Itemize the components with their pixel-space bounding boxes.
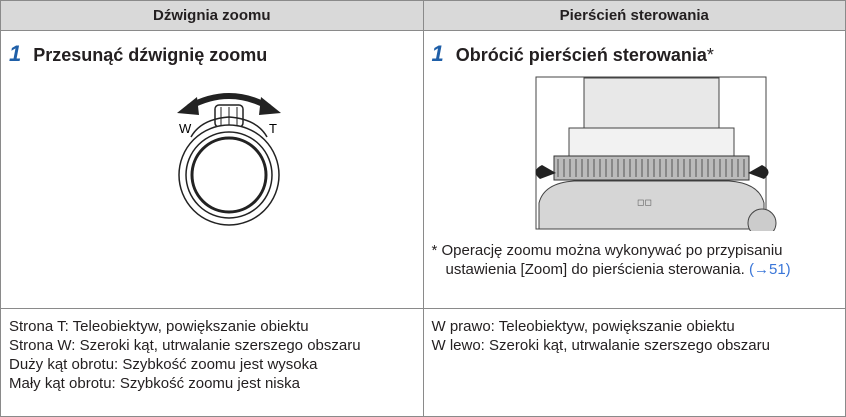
descriptions: Strona T: Teleobiektyw, powiększanie obi… <box>1 309 423 393</box>
lens-barrel <box>583 77 719 129</box>
button <box>190 136 268 214</box>
description-label: Strona W: <box>9 337 76 354</box>
control-ring <box>553 155 749 181</box>
lens-base <box>568 127 734 157</box>
asterisk: * <box>706 45 714 65</box>
icon: ◻◻ <box>637 197 652 207</box>
description-text: Teleobiektyw, powiększanie obiektu <box>498 318 735 335</box>
rotate-arrow <box>747 165 769 179</box>
arrow-head <box>259 97 281 115</box>
description-label: W lewo: <box>431 337 485 354</box>
arrow-head <box>177 97 199 115</box>
step-text: Obrócić pierścień sterowania <box>455 45 707 65</box>
asterisk: * <box>431 242 438 259</box>
description-text: Szybkość zoomu jest wysoka <box>122 356 318 373</box>
lever-label: T <box>269 121 277 136</box>
cell: W prawo: Teleobiektyw, powiększanie obie… <box>422 308 846 417</box>
lever-label: W <box>179 121 192 136</box>
page-link[interactable]: (→51) <box>749 261 791 278</box>
dial <box>747 208 776 231</box>
descriptions: W prawo: Teleobiektyw, powiększanie obie… <box>424 309 846 355</box>
description-label: Duży kąt obrotu: <box>9 356 119 373</box>
step: 1 Obrócić pierścień sterowania * <box>432 41 846 67</box>
step-number: 1 <box>431 41 444 66</box>
description-text: Szeroki kąt, utrwalanie szerszego obszar… <box>79 337 361 354</box>
description-label: Strona T: <box>9 318 69 335</box>
lever-illustration: W T <box>177 93 281 226</box>
step-number: 1 <box>9 41 22 66</box>
step-text: Przesunąć dźwignię zoomu <box>33 45 268 65</box>
description-label: Mały kąt obrotu: <box>9 375 116 392</box>
description-item: Strona T: Teleobiektyw, powiększanie obi… <box>9 317 423 336</box>
ring-illustration: ◻◻ <box>534 76 776 231</box>
camera-body <box>538 180 764 230</box>
description-item: W lewo: Szeroki kąt, utrwalanie szerszeg… <box>432 336 846 355</box>
header: Pierścień sterowania <box>422 0 846 31</box>
rotate-arrow <box>534 165 556 179</box>
description-label: W prawo: <box>431 318 495 335</box>
cell: 1 Obrócić pierścień sterowania * ◻◻ * Ope… <box>422 30 846 309</box>
step: 1 Przesunąć dźwignię zoomu <box>9 41 423 67</box>
note-text: Operację zoomu można wykonywać po przypi… <box>441 242 783 278</box>
cell: Strona T: Teleobiektyw, powiększanie obi… <box>0 308 424 417</box>
description-item: W prawo: Teleobiektyw, powiększanie obie… <box>432 317 846 336</box>
description-item: Strona W: Szeroki kąt, utrwalanie szersz… <box>9 336 423 355</box>
description-text: Szeroki kąt, utrwalanie szerszego obszar… <box>489 337 770 354</box>
cell: 1 Przesunąć dźwignię zoomu W T <box>0 30 424 309</box>
footnote: * Operację zoomu można wykonywać po przy… <box>432 241 836 279</box>
description-text: Szybkość zoomu jest niska <box>119 375 300 392</box>
ring-ridges <box>557 159 744 177</box>
header: Dźwignia zoomu <box>0 0 424 31</box>
description-text: Teleobiektyw, powiększanie obiektu <box>72 318 309 335</box>
description-item: Duży kąt obrotu: Szybkość zoomu jest wys… <box>9 355 423 374</box>
description-item: Mały kąt obrotu: Szybkość zoomu jest nis… <box>9 374 423 393</box>
lever-wing <box>190 116 268 138</box>
